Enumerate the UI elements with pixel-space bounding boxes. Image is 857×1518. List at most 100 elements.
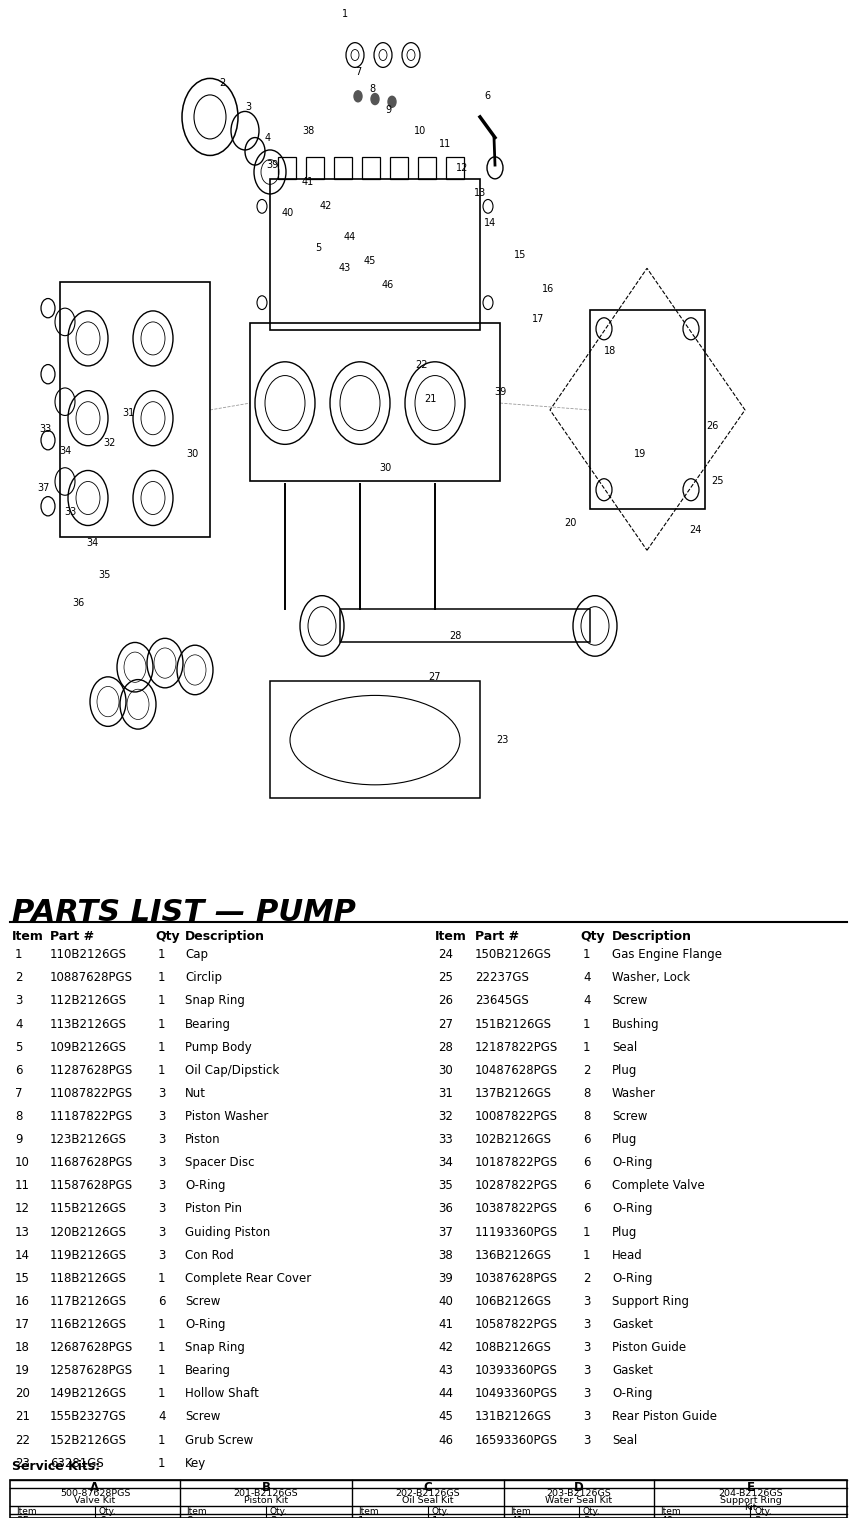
Text: O-Ring: O-Ring	[185, 1318, 225, 1331]
Text: 115B2126GS: 115B2126GS	[50, 1202, 127, 1216]
Text: Bushing: Bushing	[612, 1017, 660, 1031]
Text: 19: 19	[634, 449, 646, 458]
Text: 11193360PGS: 11193360PGS	[475, 1225, 558, 1239]
Text: 44: 44	[438, 1387, 453, 1400]
Text: 1: 1	[158, 1064, 165, 1076]
Text: 10587822PGS: 10587822PGS	[475, 1318, 558, 1331]
Text: 35: 35	[99, 571, 111, 580]
Text: 1: 1	[158, 1017, 165, 1031]
Text: Item: Item	[12, 931, 44, 943]
Text: 1: 1	[158, 1365, 165, 1377]
Text: 3: 3	[158, 1249, 165, 1261]
Text: C: C	[423, 1482, 433, 1494]
Text: Qty.: Qty.	[754, 1507, 772, 1516]
Text: Item: Item	[16, 1507, 37, 1516]
Text: 21: 21	[424, 395, 436, 404]
Text: 44: 44	[344, 232, 357, 241]
Text: 16593360PGS: 16593360PGS	[475, 1433, 558, 1447]
Text: 12187822PGS: 12187822PGS	[475, 1041, 558, 1053]
Text: 3: 3	[583, 1340, 590, 1354]
Text: Support Ring: Support Ring	[612, 1295, 689, 1309]
Text: 34: 34	[86, 539, 98, 548]
Text: 8: 8	[15, 1110, 22, 1123]
Text: 11: 11	[439, 140, 451, 149]
Text: 5: 5	[315, 243, 321, 252]
Text: 3: 3	[158, 1110, 165, 1123]
Text: 63281GS: 63281GS	[50, 1457, 104, 1469]
Text: Washer: Washer	[612, 1087, 656, 1101]
Text: 3: 3	[158, 1087, 165, 1101]
Text: 3: 3	[15, 994, 22, 1008]
Text: Piston Washer: Piston Washer	[185, 1110, 268, 1123]
Text: Item: Item	[660, 1507, 680, 1516]
Text: Gasket: Gasket	[612, 1318, 653, 1331]
Text: Snap Ring: Snap Ring	[185, 994, 245, 1008]
Bar	[10, 1480, 847, 1518]
Text: 137B2126GS: 137B2126GS	[475, 1087, 552, 1101]
Text: Con Rod: Con Rod	[185, 1249, 234, 1261]
Text: 9: 9	[385, 105, 391, 115]
Text: Qty.: Qty.	[432, 1507, 450, 1516]
Text: 3: 3	[158, 1202, 165, 1216]
Text: Description: Description	[612, 931, 692, 943]
Text: 11587628PGS: 11587628PGS	[50, 1179, 133, 1192]
Text: 39: 39	[266, 159, 279, 170]
Text: 3: 3	[583, 1433, 590, 1447]
Text: 46: 46	[438, 1433, 453, 1447]
Text: 202-B2126GS: 202-B2126GS	[396, 1489, 460, 1498]
Text: 10187822PGS: 10187822PGS	[475, 1157, 558, 1169]
Text: 39: 39	[494, 387, 506, 398]
Text: 14: 14	[484, 219, 496, 228]
Text: 26: 26	[438, 994, 453, 1008]
Text: 5: 5	[15, 1041, 22, 1053]
Text: 6: 6	[158, 1295, 165, 1309]
Text: 6: 6	[484, 91, 490, 102]
Text: 22237GS: 22237GS	[475, 972, 529, 984]
Text: Snap Ring: Snap Ring	[185, 1340, 245, 1354]
Text: 31: 31	[122, 408, 135, 417]
Text: 6: 6	[99, 1516, 105, 1518]
Text: 1: 1	[15, 949, 22, 961]
Text: A: A	[91, 1482, 99, 1494]
Text: Grub Screw: Grub Screw	[185, 1433, 254, 1447]
Bar	[270, 682, 480, 798]
Text: Nut: Nut	[185, 1087, 206, 1101]
Text: Plug: Plug	[612, 1225, 638, 1239]
Circle shape	[354, 91, 362, 102]
Text: 33: 33	[64, 507, 76, 516]
Text: 1: 1	[158, 1433, 165, 1447]
Text: 4: 4	[15, 1017, 22, 1031]
Text: 16: 16	[542, 284, 554, 294]
Text: 11087822PGS: 11087822PGS	[50, 1087, 133, 1101]
Text: Kit: Kit	[744, 1503, 757, 1512]
Text: 40: 40	[660, 1516, 673, 1518]
Text: 40: 40	[282, 208, 294, 219]
Text: Description: Description	[185, 931, 265, 943]
Text: 119B2126GS: 119B2126GS	[50, 1249, 127, 1261]
Text: 19: 19	[15, 1365, 30, 1377]
Text: Oil Cap/Dipstick: Oil Cap/Dipstick	[185, 1064, 279, 1076]
Text: Complete Rear Cover: Complete Rear Cover	[185, 1272, 311, 1284]
Text: 13: 13	[474, 188, 486, 197]
Bar	[362, 156, 380, 179]
Text: 120B2126GS: 120B2126GS	[50, 1225, 127, 1239]
Text: 4: 4	[583, 972, 590, 984]
Text: 10493360PGS: 10493360PGS	[475, 1387, 558, 1400]
Text: 152B2126GS: 152B2126GS	[50, 1433, 127, 1447]
Text: 12: 12	[456, 162, 468, 173]
Text: Support Ring: Support Ring	[720, 1497, 782, 1504]
Bar	[278, 156, 296, 179]
Text: 28: 28	[438, 1041, 452, 1053]
Text: 14: 14	[15, 1249, 30, 1261]
Text: 8: 8	[583, 1087, 590, 1101]
Text: 13: 13	[15, 1225, 30, 1239]
Text: 118B2126GS: 118B2126GS	[50, 1272, 127, 1284]
Text: 6: 6	[583, 1157, 590, 1169]
Circle shape	[388, 96, 396, 108]
Bar	[590, 310, 705, 509]
Text: Plug: Plug	[612, 1064, 638, 1076]
Text: Piston Guide: Piston Guide	[612, 1340, 686, 1354]
Bar	[340, 609, 590, 642]
Text: 116B2126GS: 116B2126GS	[50, 1318, 127, 1331]
Text: 136B2126GS: 136B2126GS	[475, 1249, 552, 1261]
